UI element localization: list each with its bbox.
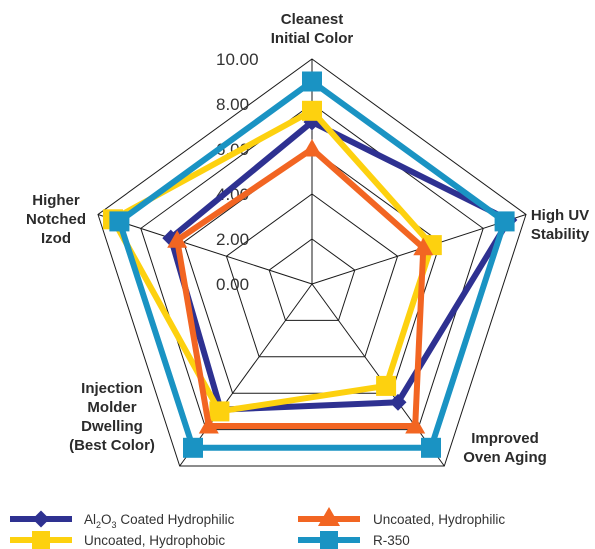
grid-ring-4: [225, 193, 399, 358]
point-uncoated-hydrophilic-1: [413, 237, 434, 256]
series-al2o3-coated-hydrophilic: [162, 113, 518, 419]
point-r-350-0: [302, 71, 322, 92]
tick-label-4: 2.00: [216, 230, 249, 249]
legend-item-r-350: R-350: [298, 531, 410, 549]
legend-item-uncoated-hydrophilic: Uncoated, Hydrophilic: [298, 507, 505, 527]
axis-label-0: Cleanest Initial Color: [271, 11, 354, 47]
series-uncoated-hydrophobic: [103, 100, 442, 422]
legend-marker-r-350-square: [320, 531, 338, 549]
series-uncoated-hydrophilic: [167, 139, 434, 434]
series-line-uncoated-hydrophilic: [173, 145, 427, 429]
grid-ring-8: [140, 103, 484, 431]
point-uncoated-hydrophobic-2: [376, 375, 397, 396]
legend-label-r-350: R-350: [373, 533, 410, 548]
point-r-350-2: [421, 437, 441, 458]
point-uncoated-hydrophobic-0: [302, 100, 322, 121]
axis-label-3: Injection Molder Dwelling (Best Color): [69, 380, 155, 454]
legend-item-al2o3-coated-hydrophilic: Al2O3 Coated Hydrophilic: [10, 510, 235, 530]
axis-label-2: Improved Oven Aging: [463, 430, 547, 466]
radar-series: [103, 71, 518, 458]
grid-ring-2: [268, 238, 356, 321]
axis-labels: Cleanest Initial Color High UV Stability Imp…: [26, 11, 590, 466]
legend-label-al2o3: Al2O3 Coated Hydrophilic: [84, 512, 235, 530]
spoke-2: [311, 283, 445, 467]
legend-marker-uncoated-hydrophobic-square: [32, 531, 50, 549]
tick-label-0: 10.00: [216, 50, 259, 69]
point-r-350-4: [109, 211, 130, 232]
point-uncoated-hydrophobic-3: [209, 401, 230, 422]
axis-label-1: High UV Stability: [531, 207, 590, 243]
spoke-4: [97, 214, 313, 285]
legend-label-uncoated-hydrophobic: Uncoated, Hydrophobic: [84, 533, 225, 548]
point-uncoated-hydrophilic-2: [405, 416, 426, 434]
point-al2o3-coated-hydrophilic-2: [389, 393, 407, 411]
series-line-r-350: [115, 77, 509, 451]
axis-label-4: Higher Notched Izod: [26, 192, 86, 247]
point-r-350-3: [183, 437, 203, 458]
series-r-350: [109, 71, 515, 458]
spoke-3: [179, 283, 313, 467]
point-r-350-1: [494, 211, 515, 232]
legend: Al2O3 Coated Hydrophilic Uncoated, Hydro…: [10, 507, 505, 549]
point-uncoated-hydrophilic-3: [198, 416, 219, 434]
legend-item-uncoated-hydrophobic: Uncoated, Hydrophobic: [10, 531, 225, 549]
legend-label-uncoated-hydrophilic: Uncoated, Hydrophilic: [373, 512, 505, 527]
legend-marker-uncoated-hydrophilic-triangle: [318, 507, 340, 526]
point-uncoated-hydrophilic-0: [302, 139, 322, 157]
legend-marker-al2o3-diamond: [32, 510, 50, 528]
tick-label-1: 8.00: [216, 95, 249, 114]
tick-label-5: 0.00: [216, 275, 249, 294]
point-uncoated-hydrophilic-4: [167, 230, 188, 248]
grid-ring-10: [97, 58, 527, 467]
